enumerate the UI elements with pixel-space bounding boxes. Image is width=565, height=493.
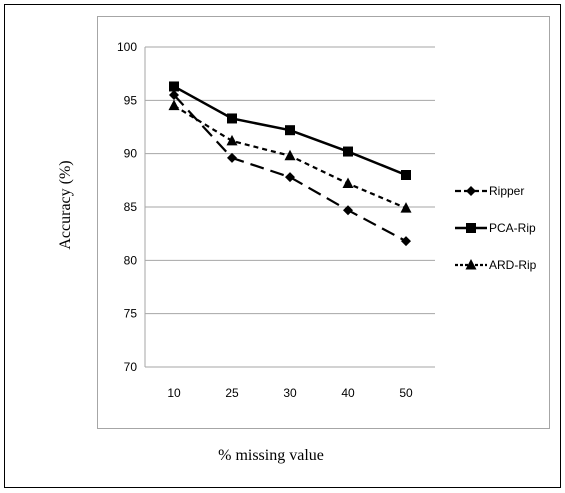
legend-marker bbox=[466, 223, 476, 233]
legend-marker bbox=[465, 259, 477, 270]
data-point bbox=[169, 90, 179, 100]
y-axis-title: Accuracy (%) bbox=[57, 160, 74, 249]
y-tick-label: 90 bbox=[124, 147, 138, 161]
legend-item: PCA-Rip bbox=[455, 221, 536, 235]
x-tick-label: 40 bbox=[341, 386, 355, 400]
data-point bbox=[227, 113, 237, 124]
data-point bbox=[227, 152, 237, 163]
y-tick-labels: 70 75 80 85 90 95 100 bbox=[117, 40, 137, 374]
legend: Ripper PCA-Rip ARD-Rip bbox=[455, 184, 537, 272]
series-ripper bbox=[169, 90, 411, 247]
data-point bbox=[285, 125, 295, 136]
gridlines bbox=[144, 46, 435, 368]
x-tick-label: 30 bbox=[283, 386, 297, 400]
legend-marker bbox=[466, 186, 476, 196]
y-tick-label: 70 bbox=[124, 360, 138, 374]
x-tick-label: 25 bbox=[225, 386, 239, 400]
x-tick-labels: 10 25 30 40 50 bbox=[167, 386, 413, 400]
series-layer bbox=[168, 81, 412, 247]
x-axis-title: % missing value bbox=[218, 447, 324, 464]
series-ard-rip bbox=[168, 99, 412, 213]
data-point bbox=[168, 99, 180, 111]
legend-label: PCA-Rip bbox=[489, 221, 536, 235]
x-tick-label: 10 bbox=[167, 386, 181, 400]
y-tick-label: 80 bbox=[124, 253, 138, 267]
data-point bbox=[400, 202, 412, 213]
y-tick-label: 85 bbox=[124, 200, 138, 214]
data-point bbox=[284, 149, 296, 161]
series-pca-rip bbox=[169, 81, 411, 180]
data-point bbox=[343, 146, 353, 157]
figure-frame bbox=[4, 4, 561, 488]
data-point bbox=[285, 172, 295, 183]
series-line bbox=[173, 94, 407, 243]
data-point bbox=[343, 205, 353, 216]
y-tick-label: 75 bbox=[124, 307, 138, 321]
y-tick-label: 95 bbox=[124, 93, 138, 107]
legend-label: Ripper bbox=[489, 184, 524, 198]
data-point bbox=[226, 134, 238, 146]
data-point bbox=[342, 177, 354, 189]
y-tick-label: 100 bbox=[117, 40, 137, 54]
chart-area-border bbox=[97, 16, 550, 429]
data-point bbox=[401, 236, 411, 247]
x-tick-label: 50 bbox=[399, 386, 413, 400]
legend-item: Ripper bbox=[455, 184, 524, 198]
legend-item: ARD-Rip bbox=[455, 258, 537, 272]
legend-label: ARD-Rip bbox=[489, 258, 537, 272]
data-point bbox=[169, 81, 179, 92]
data-point bbox=[401, 170, 411, 180]
